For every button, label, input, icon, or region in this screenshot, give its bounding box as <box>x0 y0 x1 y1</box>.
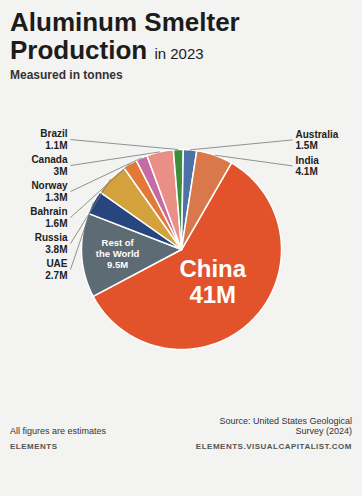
svg-text:Russia3.8M: Russia3.8M <box>35 233 68 256</box>
svg-text:UAE2.7M: UAE2.7M <box>45 259 68 282</box>
svg-text:Bahrain1.6M: Bahrain1.6M <box>30 207 67 230</box>
html-text:Aluminum Smelter Productionin: Aluminum Smelter Productionin 2023 <box>10 7 240 66</box>
html-text:ELEMENTS.VISUALCAPITALIST.COM: ELEMENTS.VISUALCAPITALIST.COM <box>195 442 352 452</box>
html-text:Source: United States Geologic: Source: United States Geological Survey … <box>219 416 352 437</box>
html-text:ELEMENTS: ELEMENTS <box>10 442 58 452</box>
svg-text:Norway1.3M: Norway1.3M <box>31 181 68 204</box>
html-text:Measured in tonnes: Measured in tonnes <box>10 68 123 83</box>
svg-text:India4.1M: India4.1M <box>296 155 320 178</box>
svg-text:Australia1.5M: Australia1.5M <box>296 129 339 152</box>
svg-text:Canada3M: Canada3M <box>31 155 68 178</box>
svg-text:Rest ofthe World9.5M: Rest ofthe World9.5M <box>96 237 140 270</box>
html-text:All figures are estimates: All figures are estimates <box>10 426 106 437</box>
svg-text:Brazil1.1M: Brazil1.1M <box>40 129 67 152</box>
svg-text:China41M: China41M <box>179 256 246 308</box>
